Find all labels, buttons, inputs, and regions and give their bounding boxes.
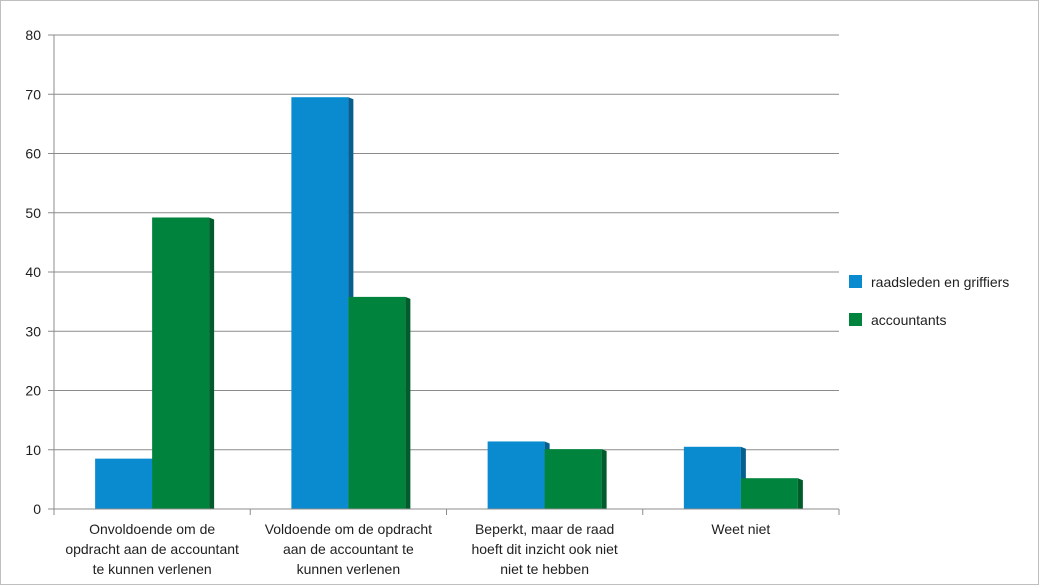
legend: raadsleden en griffiers accountants (849, 274, 1009, 328)
x-category-label: Voldoende om de opdracht aan de accountan… (265, 521, 432, 577)
x-category-label-line: te kunnen verlenen (93, 561, 212, 577)
legend-label: accountants (871, 312, 947, 328)
x-category-label-line: kunnen verlenen (297, 561, 401, 577)
x-category-label: Onvoldoende om de opdracht aan de account… (65, 521, 239, 577)
legend-item: raadsleden en griffiers (849, 274, 1009, 290)
bar-raadsleden-en-griffiers (291, 97, 349, 510)
x-category-label-line: Weet niet (711, 521, 770, 537)
x-category-label-line: Onvoldoende om de (89, 521, 215, 537)
plot-area: 0 10 20 30 40 50 60 70 80 Onvoldoende om de opdrac… (25, 27, 840, 577)
bar-raadsleden-en-griffiers (487, 441, 545, 509)
y-tick-label: 30 (25, 323, 41, 339)
bar-accountants (152, 217, 210, 510)
x-category-label-line: aan de accountant te (283, 541, 414, 557)
y-tick-label: 20 (25, 383, 41, 399)
legend-swatch (849, 313, 862, 326)
x-category-label-line: opdracht aan de accountant (65, 541, 239, 557)
y-tick-label: 40 (25, 264, 41, 280)
bar-side-shade (797, 478, 803, 509)
bar-raadsleden-en-griffiers (95, 458, 153, 509)
bar-side-shade (209, 217, 215, 510)
x-category-label-line: hoeft dit inzicht ook niet (471, 541, 617, 557)
legend-label: raadsleden en griffiers (871, 274, 1009, 290)
bar-accountants (544, 449, 602, 509)
y-tick-label: 70 (25, 86, 41, 102)
y-tick-label: 80 (25, 27, 41, 43)
bar-side-shade (601, 449, 607, 509)
y-tick-label: 50 (25, 205, 41, 221)
bar-accountants (740, 478, 798, 509)
x-category-label-line: Voldoende om de opdracht (265, 521, 432, 537)
y-tick-label: 60 (25, 146, 41, 162)
x-category-label: Weet niet (711, 521, 770, 537)
legend-item: accountants (849, 312, 947, 328)
x-category-label-line: niet te hebben (500, 561, 589, 577)
x-category-label: Beperkt, maar de raad hoeft dit inzicht o… (471, 521, 617, 577)
x-category-label-line: Beperkt, maar de raad (475, 521, 614, 537)
legend-swatch (849, 275, 862, 288)
y-tick-label: 10 (25, 442, 41, 458)
bar-raadsleden-en-griffiers (683, 446, 741, 509)
y-tick-label: 0 (33, 501, 41, 517)
bar-accountants (348, 296, 406, 509)
bar-side-shade (405, 296, 411, 509)
